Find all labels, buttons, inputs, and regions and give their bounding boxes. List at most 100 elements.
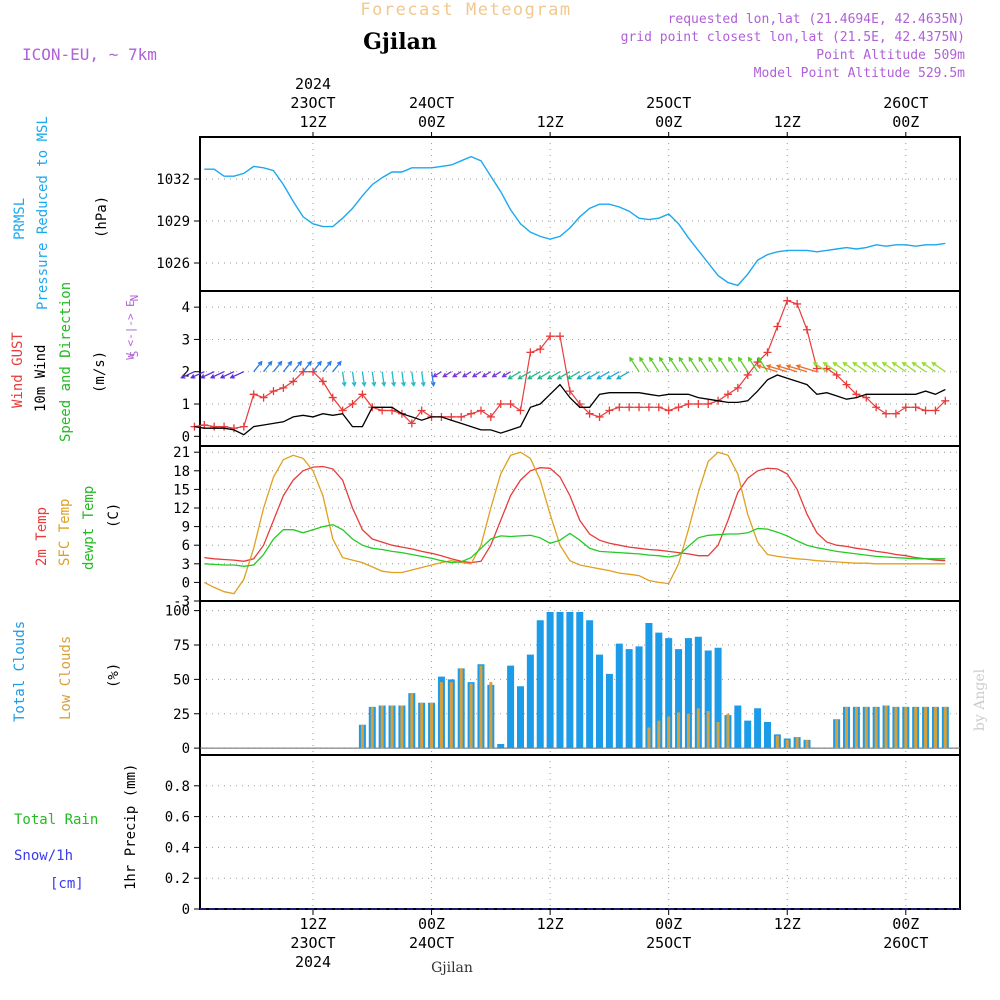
model-label: ICON-EU, ~ 7km <box>22 45 157 64</box>
gust-marker <box>565 387 574 396</box>
gust-marker <box>417 406 426 415</box>
gust-marker <box>625 403 634 412</box>
y-tick-label: 18 <box>173 464 190 480</box>
gust-marker <box>486 412 495 421</box>
gust-marker <box>526 348 535 357</box>
wind-direction-arrow <box>765 364 788 373</box>
wind-direction-arrow <box>452 371 462 378</box>
gust-marker <box>872 403 881 412</box>
wind-direction-arrow <box>199 371 215 379</box>
wind-direction-arrow <box>596 371 610 380</box>
wind-direction-arrow <box>822 361 837 373</box>
total-cloud-bar <box>665 638 673 749</box>
gust-marker <box>803 325 811 334</box>
wind-direction-arrow <box>190 371 205 379</box>
clouds-unit: (%) <box>106 663 122 688</box>
gust-marker <box>931 406 940 415</box>
gust-marker <box>654 403 663 412</box>
wind-direction-arrow <box>361 371 367 388</box>
top-axis-label: 24OCT <box>409 94 454 112</box>
wind-labels: Wind GUST 10m Wind Speed and Direction (… <box>10 282 141 442</box>
gust-marker <box>773 322 782 331</box>
gust-marker <box>496 400 505 409</box>
gust-marker <box>289 377 298 386</box>
y-tick-label: 1026 <box>156 256 190 272</box>
cloud-labels: Total Clouds Low Clouds (%) <box>12 621 122 722</box>
low-cloud-bar <box>380 705 384 749</box>
wind-direction-arrow <box>649 356 660 373</box>
low-cloud-bar <box>924 706 928 749</box>
total-cloud-bar <box>507 665 515 749</box>
wind-direction-arrow <box>527 371 541 380</box>
panel-frame <box>199 136 961 292</box>
pressure-line <box>204 155 946 287</box>
y-tick-label: 75 <box>173 638 190 654</box>
wind-direction-arrow <box>718 356 729 373</box>
rain-label: Total Rain <box>14 812 98 828</box>
gust-marker <box>220 422 229 431</box>
wind-direction-arrow <box>576 371 590 380</box>
wind-direction-arrow <box>351 371 357 388</box>
wind-direction-arrow <box>430 371 436 388</box>
y-tick-label: 0.2 <box>165 871 190 887</box>
wind-direction-arrow <box>728 356 739 373</box>
wind-direction-arrow <box>536 371 551 380</box>
wind-direction-arrow <box>852 361 867 373</box>
low-cloud-bar <box>795 737 799 749</box>
top-axis-label: 2024 <box>295 75 331 93</box>
total-cloud-bar <box>586 620 594 749</box>
wind-direction-arrow <box>491 371 502 378</box>
wind-direction-arrow <box>881 361 897 373</box>
low-cloud-bar <box>696 708 700 749</box>
gust-label: Wind GUST <box>10 332 26 408</box>
wind-direction-arrow <box>921 361 936 373</box>
total-cloud-bar <box>714 647 722 749</box>
gust-marker <box>556 332 564 341</box>
y-tick-label: 0.4 <box>165 840 190 856</box>
gust-marker <box>239 422 248 431</box>
wind-direction-arrow <box>775 364 798 373</box>
gust-marker <box>467 409 476 418</box>
wind-direction-arrow <box>546 371 561 380</box>
low-cloud-bar <box>390 705 394 749</box>
wind-direction-arrow <box>795 364 818 373</box>
y-tick-label: 100 <box>165 604 190 620</box>
gust-marker <box>615 403 624 412</box>
top-axis-label: 12Z <box>537 113 564 131</box>
low-cloud-bar <box>726 713 730 749</box>
footer-location: Gjilan <box>431 960 473 976</box>
low-cloud-bar <box>805 739 809 749</box>
total-cloud-bar <box>625 649 633 749</box>
low-cloud-bar <box>874 706 878 749</box>
y-tick-label: 9 <box>182 520 190 536</box>
low-cloud-bar <box>864 706 868 749</box>
gust-marker <box>684 400 693 409</box>
gust-marker <box>595 412 604 421</box>
bottom-axis-label: 24OCT <box>409 934 454 952</box>
snow-unit-label: [cm] <box>50 876 84 892</box>
wind-unit: (m/s) <box>92 351 108 393</box>
wind-direction-arrow <box>209 371 225 379</box>
dewpt-label: dewpt Temp <box>81 486 97 570</box>
top-axis-label: 00Z <box>655 113 682 131</box>
wind-direction-arrow <box>219 371 235 379</box>
gust-marker <box>516 406 525 415</box>
wind-direction-arrow <box>785 364 808 373</box>
gust-marker <box>259 393 268 402</box>
wind-direction-arrow <box>253 360 263 373</box>
total-cloud-bar <box>684 638 692 749</box>
point-altitude: Point Altitude 509m <box>816 48 965 63</box>
total-cloud-bar <box>596 654 604 749</box>
gust-line <box>194 299 946 429</box>
temp2m-line <box>204 465 946 564</box>
gust-marker <box>733 383 742 392</box>
gust-marker <box>585 409 594 418</box>
wind-direction-arrow <box>420 371 426 388</box>
wind-direction-arrow <box>891 361 907 373</box>
wind-direction-arrow <box>586 371 600 380</box>
gust-marker <box>664 406 673 415</box>
y-tick-label: 1032 <box>156 172 190 188</box>
gust-marker <box>921 406 930 415</box>
